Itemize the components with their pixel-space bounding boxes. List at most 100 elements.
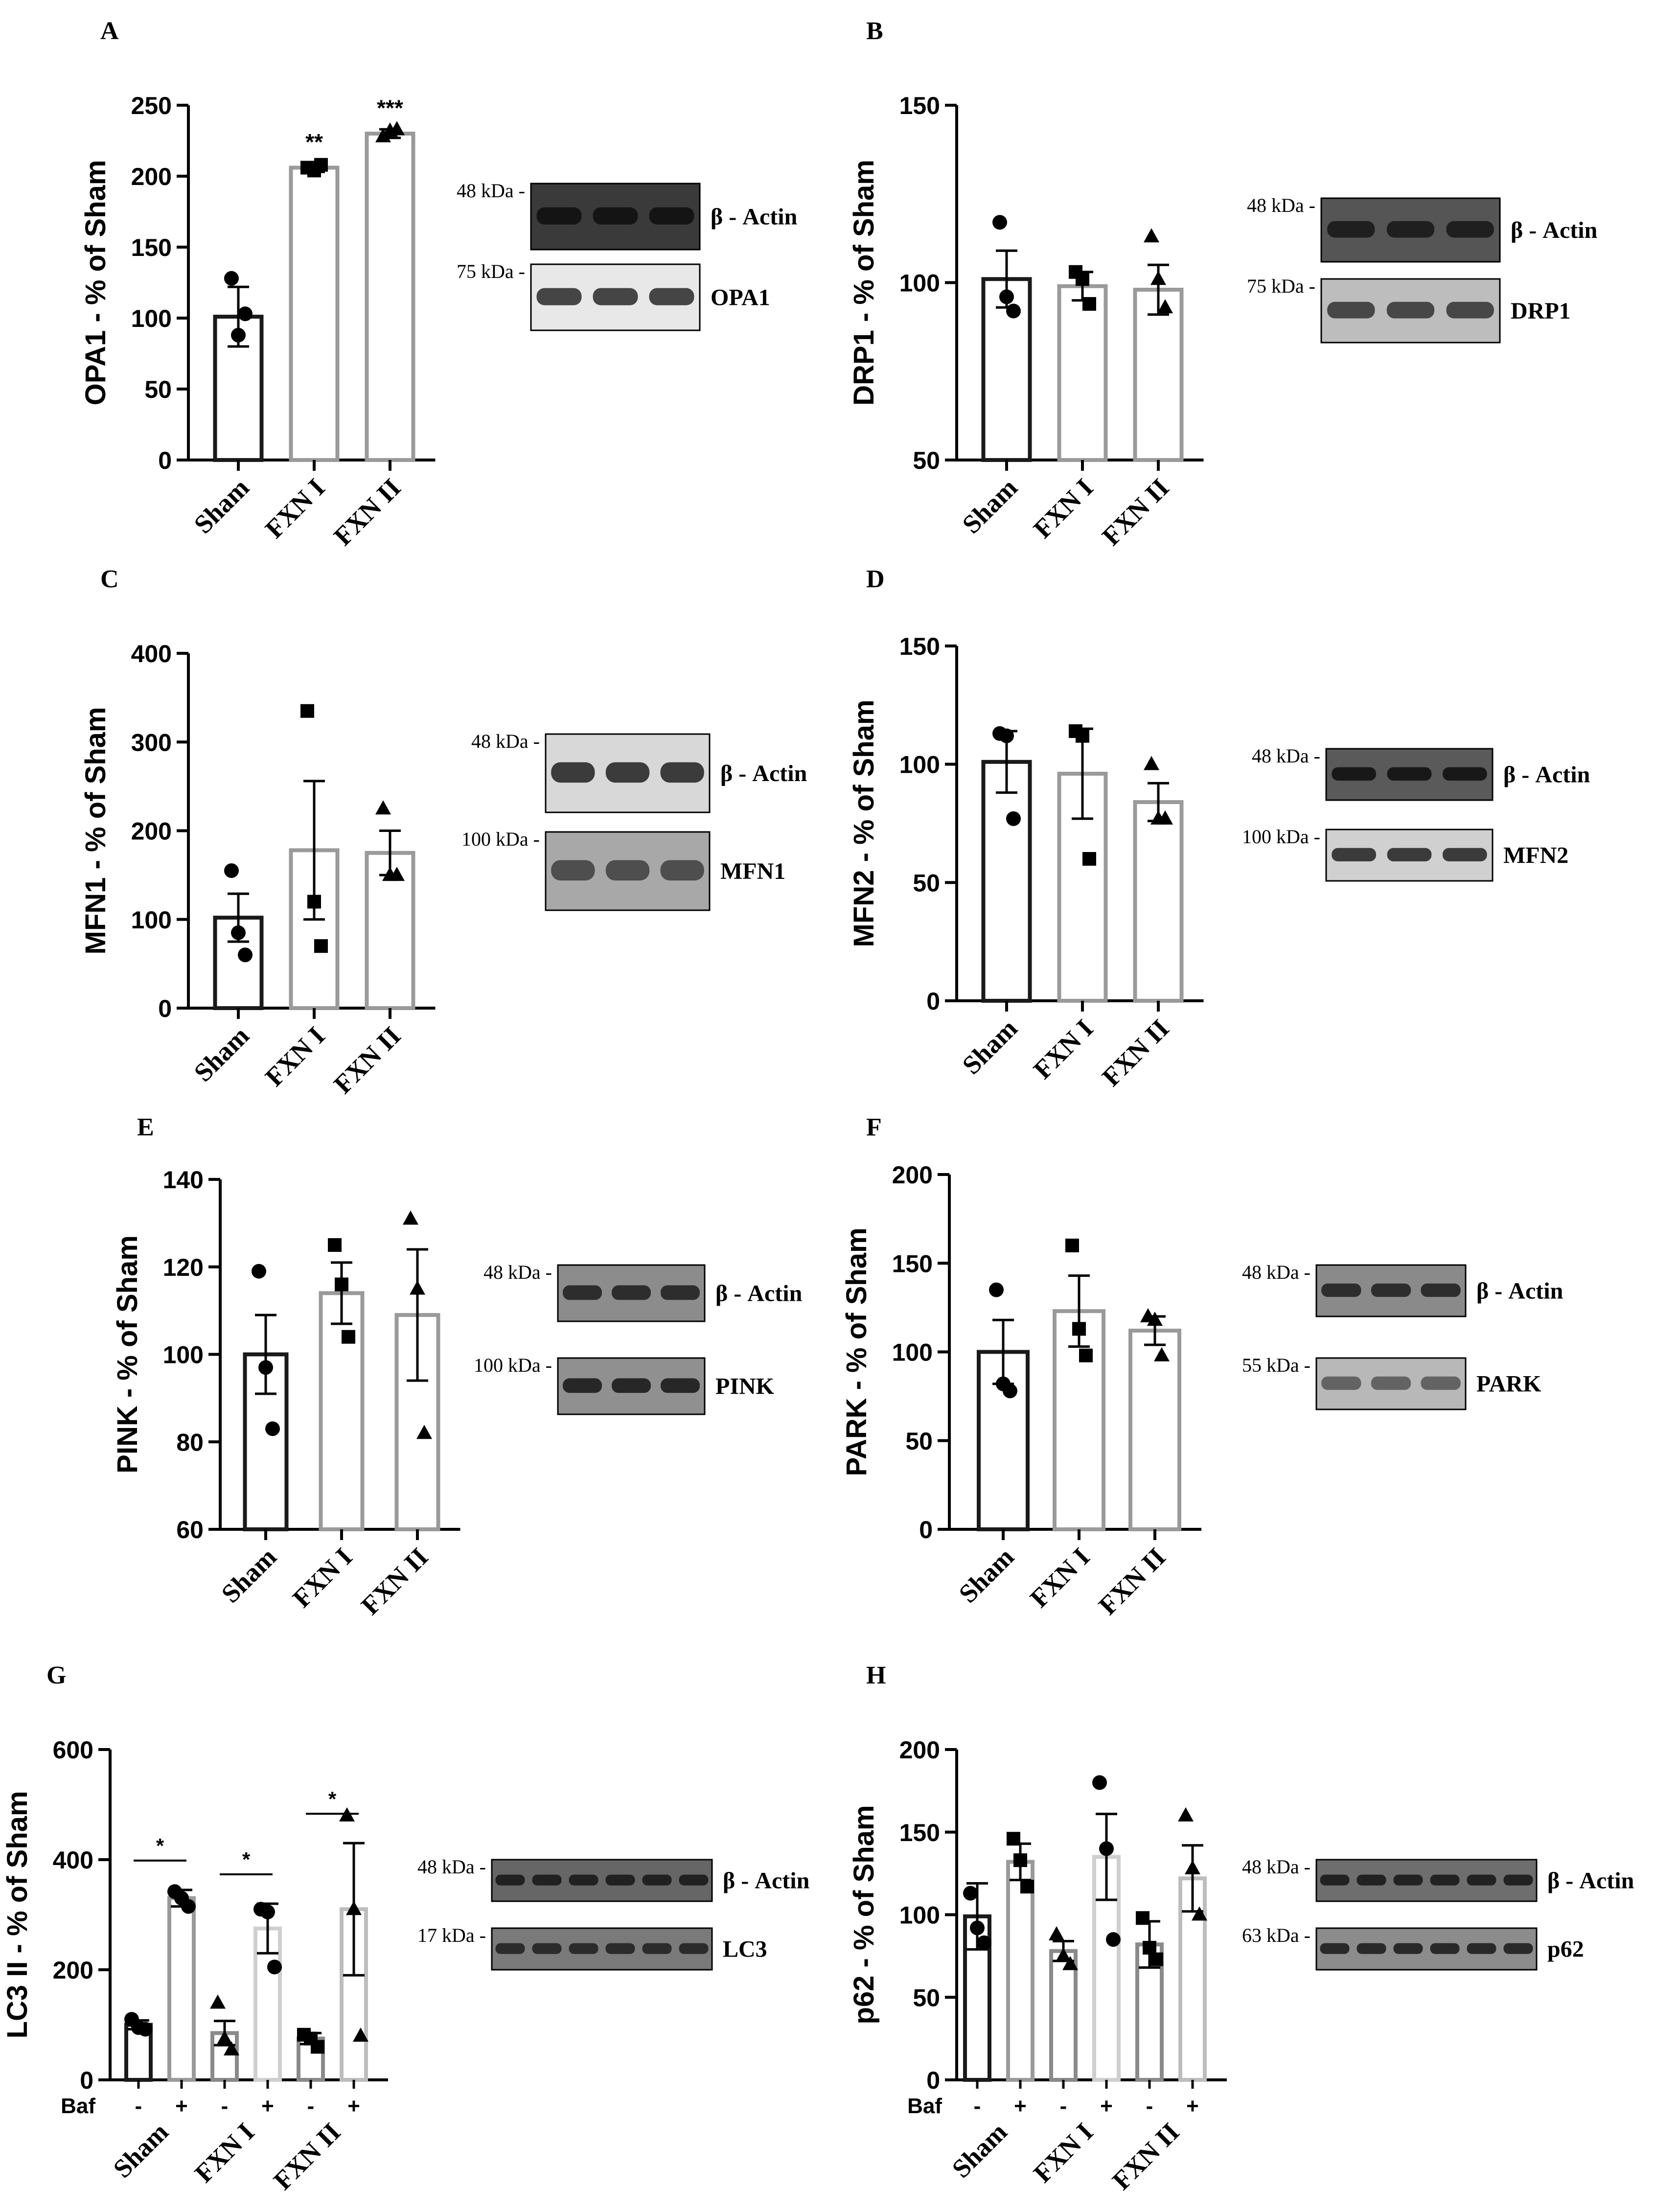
western-blot: 48 kDa - β - Actin 100 kDa - PINK <box>474 1261 802 1415</box>
data-point <box>1065 1239 1079 1252</box>
blot-band <box>1386 221 1435 238</box>
blot-band <box>661 1378 700 1393</box>
bar-group <box>213 271 264 462</box>
data-point <box>346 1901 362 1915</box>
blot-protein-label: OPA1 <box>711 285 770 311</box>
y-axis-label: PINK - % of Sham <box>112 1235 143 1474</box>
western-blot: 48 kDa - β - Actin 100 kDa - MFN1 <box>461 730 807 911</box>
blot-protein-label: MFN2 <box>1503 843 1568 869</box>
blot-band <box>593 207 638 225</box>
data-point <box>300 704 314 718</box>
blot-band <box>1393 1943 1423 1954</box>
blot-band <box>660 860 704 881</box>
y-axis-label: p62 - % of Sham <box>848 1805 880 2025</box>
data-point <box>1007 1832 1020 1846</box>
y-tick-label: 150 <box>899 633 940 660</box>
western-blot: 48 kDa - β - Actin 55 kDa - PARK <box>1242 1261 1563 1410</box>
panel-letter: A <box>100 17 119 45</box>
panel-letter: E <box>137 1113 154 1141</box>
blot-image <box>491 1859 713 1902</box>
blot-band <box>1393 1874 1423 1886</box>
bar-group: ** <box>289 129 340 462</box>
blot-band <box>536 288 582 305</box>
data-point <box>181 1899 196 1914</box>
y-tick-label: 120 <box>163 1254 204 1281</box>
blot-band <box>1467 1943 1496 1954</box>
blot-band <box>1387 848 1432 862</box>
x-category-label: FXN I <box>259 473 330 544</box>
data-point <box>314 158 328 172</box>
blot-protein-label: MFN1 <box>720 858 785 884</box>
blot-band <box>1446 301 1494 319</box>
blot-band <box>679 1943 709 1954</box>
blot-protein-label: β - Actin <box>1547 1868 1634 1894</box>
baf-sign: - <box>1060 2094 1067 2118</box>
blot-band <box>495 1874 525 1886</box>
blot-band <box>605 762 650 783</box>
blot-band <box>649 288 694 305</box>
y-tick-label: 50 <box>905 1428 933 1455</box>
data-point <box>963 1886 978 1901</box>
blot-band <box>532 1874 562 1886</box>
blot-band <box>1356 1874 1386 1886</box>
blot-row: 48 kDa - β - Actin <box>1242 1261 1563 1317</box>
blot-kda-label: 48 kDa - <box>1247 194 1315 216</box>
x-category-label: FXN II <box>1096 473 1174 551</box>
data-point <box>410 1280 425 1295</box>
bar <box>1133 800 1184 1003</box>
blot-kda-label: 48 kDa - <box>1242 1261 1310 1283</box>
data-point <box>335 1277 348 1291</box>
blot-band <box>1503 1943 1533 1954</box>
bar <box>365 132 415 462</box>
baf-sign: + <box>1100 2094 1113 2118</box>
panel-f: F 0 50 100 150 200 PARK - % of Sham Sham FXN IFX… <box>841 1113 1563 1620</box>
data-point <box>353 2028 368 2042</box>
y-tick-label: 400 <box>131 640 172 668</box>
blot-row: 48 kDa - β - Actin <box>417 1856 809 1902</box>
blot-row: 48 kDa - β - Actin <box>483 1261 802 1322</box>
bar-group: *** <box>365 95 415 462</box>
y-axis-label: DRP1 - % of Sham <box>848 160 880 406</box>
significance-label: * <box>242 1848 251 1871</box>
bar-group <box>1133 756 1184 1003</box>
data-point <box>1082 852 1096 866</box>
bar-group <box>124 2012 153 2082</box>
blot-image <box>1315 1927 1538 1971</box>
blot-band <box>642 1874 672 1886</box>
y-tick-label: 600 <box>53 1736 93 1764</box>
western-blot: 48 kDa - β - Actin 17 kDa - LC3 <box>417 1856 809 1971</box>
blot-band <box>1421 1283 1461 1297</box>
y-tick-label: 100 <box>899 1902 940 1929</box>
bar-group <box>297 2028 325 2082</box>
bar-group <box>289 704 340 1010</box>
blot-row: 17 kDa - LC3 <box>417 1924 767 1971</box>
x-category-label: Sham <box>957 1014 1023 1080</box>
blot-band <box>1443 767 1487 781</box>
data-point <box>231 925 246 940</box>
data-point <box>1006 811 1021 826</box>
bar-group <box>1053 1239 1105 1531</box>
blot-protein-label: β - Actin <box>715 1281 802 1307</box>
data-point <box>252 1264 266 1279</box>
blot-band <box>1320 1874 1350 1886</box>
y-tick-label: 200 <box>53 1957 93 1984</box>
blot-band <box>679 1874 709 1886</box>
blot-band <box>1443 848 1487 862</box>
y-tick-label: 0 <box>80 2067 93 2094</box>
bar <box>1049 1949 1078 2082</box>
y-tick-label: 100 <box>892 1339 933 1366</box>
bar <box>981 760 1032 1003</box>
blot-band <box>563 1285 602 1300</box>
x-category-label: FXN II <box>328 473 406 551</box>
blot-image <box>1315 1859 1538 1902</box>
y-tick-label: 0 <box>926 988 940 1015</box>
bar-group <box>253 1902 282 2082</box>
y-tick-label: 50 <box>913 447 940 474</box>
data-point <box>1157 810 1173 825</box>
data-point <box>307 895 321 909</box>
y-tick-label: 200 <box>899 1736 940 1764</box>
baf-row-label: Baf <box>907 2094 942 2118</box>
